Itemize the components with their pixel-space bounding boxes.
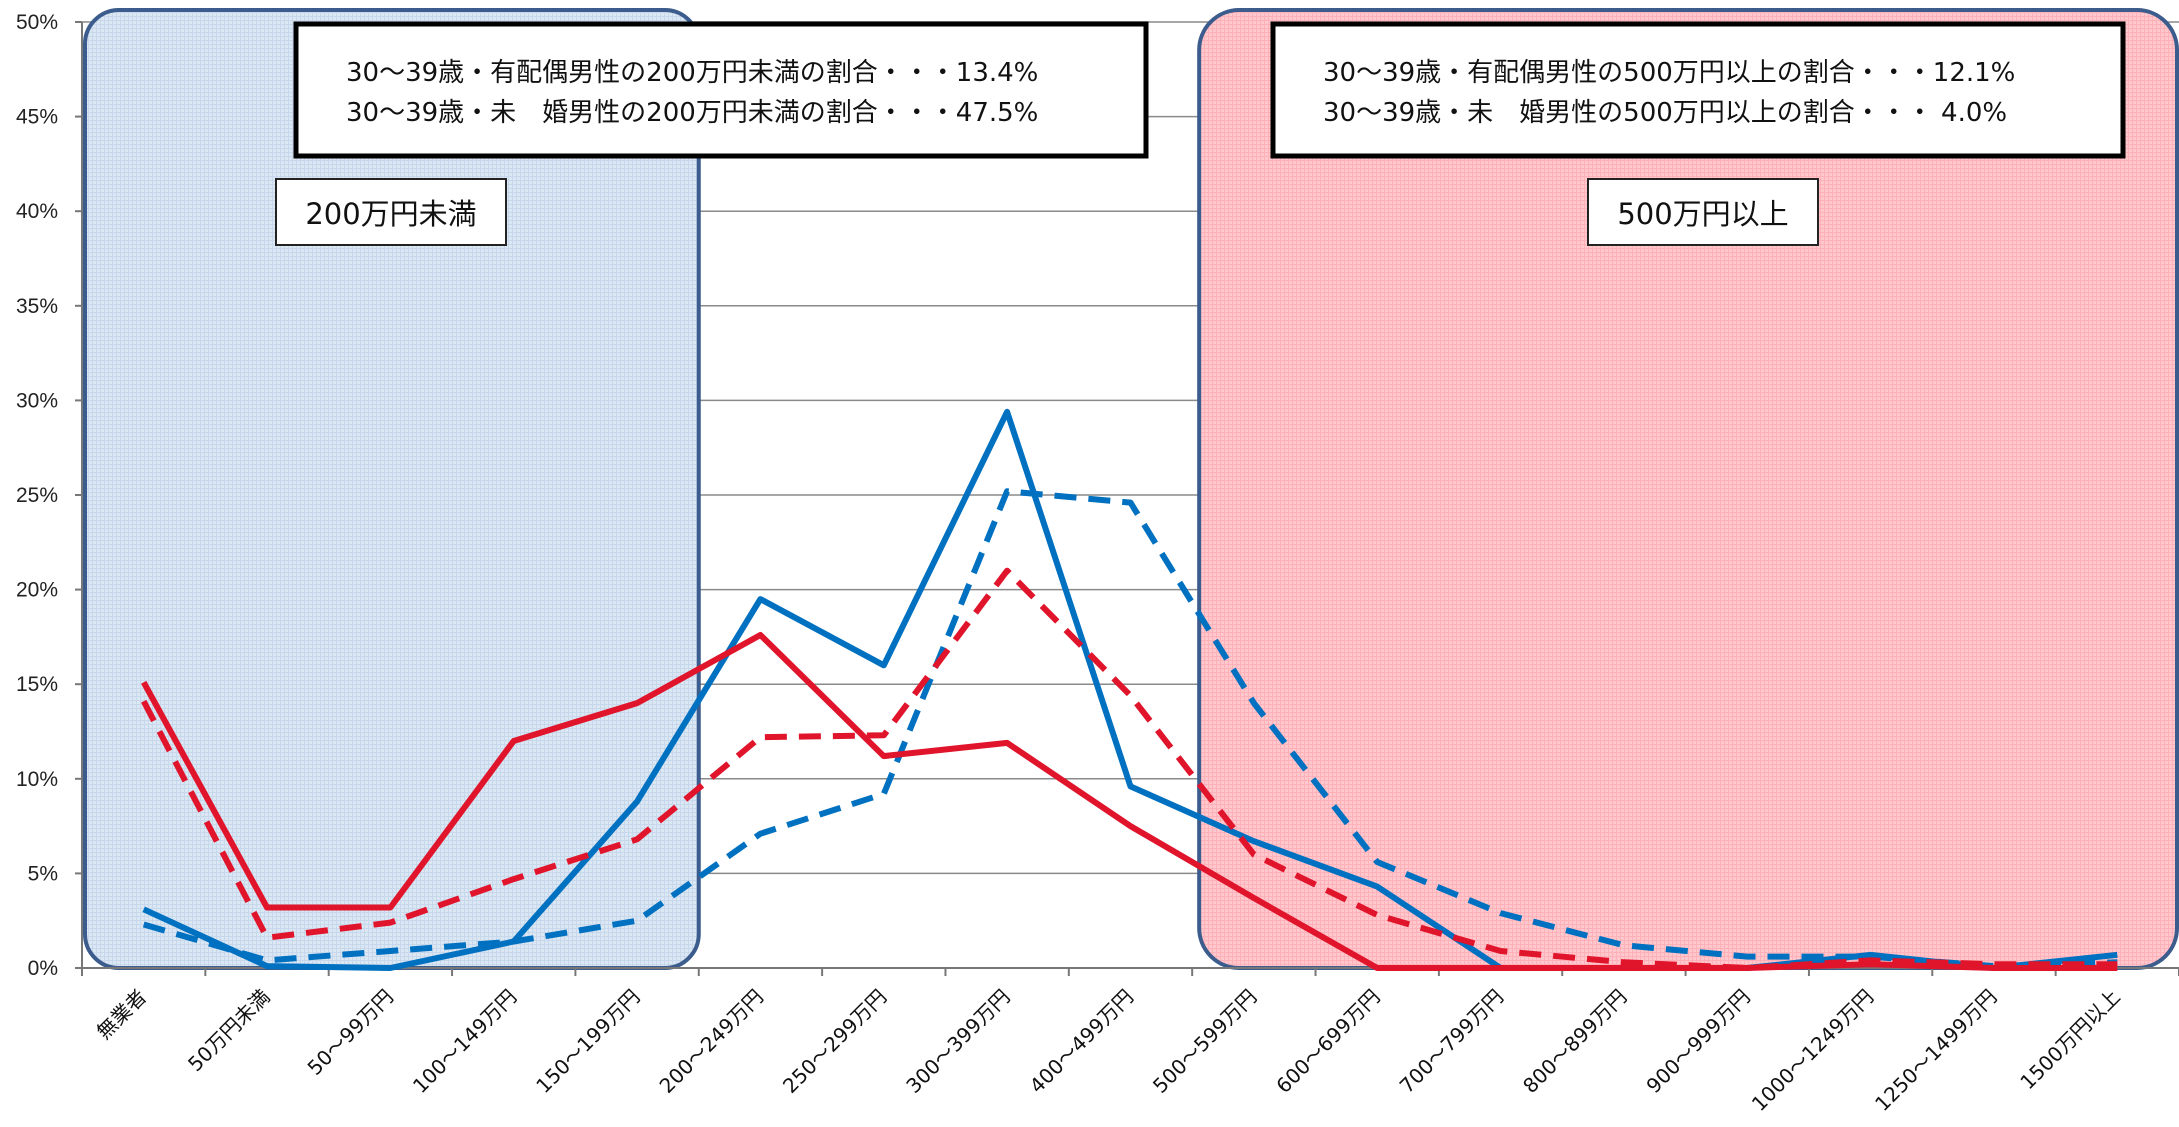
info-box-over-500: 30～39歳・有配偶男性の500万円以上の割合・・・12.1% 30～39歳・未… (1270, 21, 2126, 159)
x-tick-label: 300～399万円 (901, 985, 1014, 1098)
region-label-under-200: 200万円未満 (275, 178, 507, 246)
x-tick-label: 1500万円以上 (2015, 985, 2125, 1095)
y-tick-label: 50% (16, 11, 58, 34)
info-box-under-200: 30～39歳・有配偶男性の200万円未満の割合・・・13.4% 30～39歳・未… (293, 21, 1149, 159)
x-tick-label: 無業者 (92, 985, 151, 1044)
x-tick-labels: 無業者 50万円未満 50～99万円 100～149万円 150～199万円 200～24… (92, 985, 2125, 1116)
region-label-under-200-text: 200万円未満 (305, 197, 476, 231)
y-tick-label: 15% (16, 673, 58, 696)
y-tick-labels: 0% 5% 10% 15% 20% 25% 30% 35% 40% 45% 50% (16, 11, 58, 980)
x-tick-label: 50～99万円 (303, 985, 398, 1080)
info-low-line2: 30～39歳・未 婚男性の200万円未満の割合・・・47.5% (346, 98, 1038, 128)
x-tick-label: 400～499万円 (1025, 985, 1138, 1098)
y-tick-label: 10% (16, 768, 58, 791)
y-tick-label: 25% (16, 484, 58, 507)
x-tick-label: 800～899万円 (1518, 985, 1631, 1098)
series-line-2 (141, 632, 2118, 971)
y-tick-label: 35% (16, 295, 58, 318)
region-label-over-500-text: 500万円以上 (1617, 197, 1788, 231)
x-tick-label: 150～199万円 (531, 985, 644, 1098)
y-tick-label: 30% (16, 389, 58, 412)
info-high-line2: 30～39歳・未 婚男性の500万円以上の割合・・・ 4.0% (1323, 98, 2007, 128)
x-tick-label: 500～599万円 (1148, 985, 1261, 1098)
y-tick-label: 5% (28, 862, 58, 885)
info-low-line1: 30～39歳・有配偶男性の200万円未満の割合・・・13.4% (346, 58, 1038, 88)
series-line-1 (142, 488, 2118, 970)
y-tick-label: 40% (16, 200, 58, 223)
x-tick-label: 600～699万円 (1271, 985, 1384, 1098)
series-line-0 (142, 408, 2118, 971)
x-tick-label: 1250～1499万円 (1870, 985, 2001, 1116)
x-tick-label: 200～249万円 (655, 985, 768, 1098)
x-tick-label: 1000～1249万円 (1747, 985, 1878, 1116)
x-tick-label: 100～149万円 (408, 985, 521, 1098)
x-tick-label: 700～799万円 (1395, 985, 1508, 1098)
x-tick-label: 250～299万円 (778, 985, 891, 1098)
region-label-over-500: 500万円以上 (1587, 178, 1819, 246)
y-tick-label: 45% (16, 106, 58, 129)
x-tick-label: 50万円未満 (183, 985, 275, 1077)
series-lines (141, 408, 2118, 971)
series-line-3 (141, 567, 2118, 971)
info-high-line1: 30～39歳・有配偶男性の500万円以上の割合・・・12.1% (1323, 58, 2015, 88)
x-tick-label: 900～999万円 (1641, 985, 1754, 1098)
y-tick-label: 0% (28, 957, 58, 980)
y-tick-label: 20% (16, 579, 58, 602)
